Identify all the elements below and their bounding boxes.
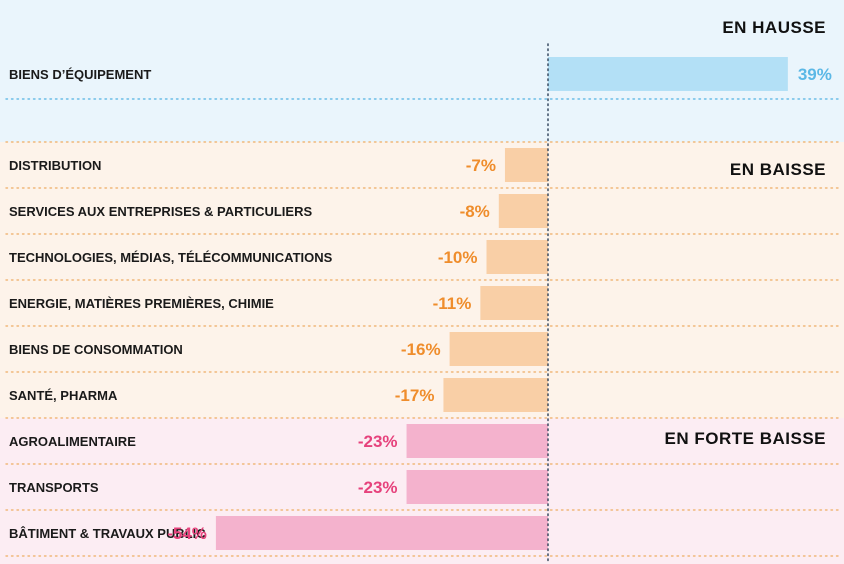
value-label: 39% <box>798 65 832 84</box>
value-label: -23% <box>358 432 398 451</box>
value-label: -8% <box>460 202 490 221</box>
value-label: -17% <box>395 386 435 405</box>
bar <box>486 240 548 274</box>
bar <box>406 470 548 504</box>
category-label: DISTRIBUTION <box>9 158 101 173</box>
category-label: ENERGIE, MATIÈRES PREMIÈRES, CHIMIE <box>9 296 274 311</box>
group-label: EN FORTE BAISSE <box>665 429 826 448</box>
group-band-background <box>0 142 844 418</box>
group-label: EN HAUSSE <box>722 18 826 37</box>
category-label: BIENS DE CONSOMMATION <box>9 342 183 357</box>
category-label: TECHNOLOGIES, MÉDIAS, TÉLÉCOMMUNICATIONS <box>9 250 333 265</box>
group-label: EN BAISSE <box>730 160 826 179</box>
value-label: -7% <box>466 156 496 175</box>
bar <box>498 194 548 228</box>
bar <box>504 148 548 182</box>
value-label: -54% <box>167 524 207 543</box>
category-label: SANTÉ, PHARMA <box>9 388 118 403</box>
bar <box>443 378 548 412</box>
category-label: TRANSPORTS <box>9 480 99 495</box>
bar <box>449 332 548 366</box>
bar <box>548 57 788 91</box>
value-label: -10% <box>438 248 478 267</box>
bar <box>406 424 548 458</box>
category-label: SERVICES AUX ENTREPRISES & PARTICULIERS <box>9 204 312 219</box>
bar <box>215 516 548 550</box>
category-label: BÂTIMENT & TRAVAUX PUBLIC <box>9 526 206 541</box>
bar <box>480 286 548 320</box>
category-label: AGROALIMENTAIRE <box>9 434 136 449</box>
value-label: -16% <box>401 340 441 359</box>
value-label: -23% <box>358 478 398 497</box>
value-label: -11% <box>433 294 472 313</box>
category-label: BIENS D’ÉQUIPEMENT <box>9 67 151 82</box>
